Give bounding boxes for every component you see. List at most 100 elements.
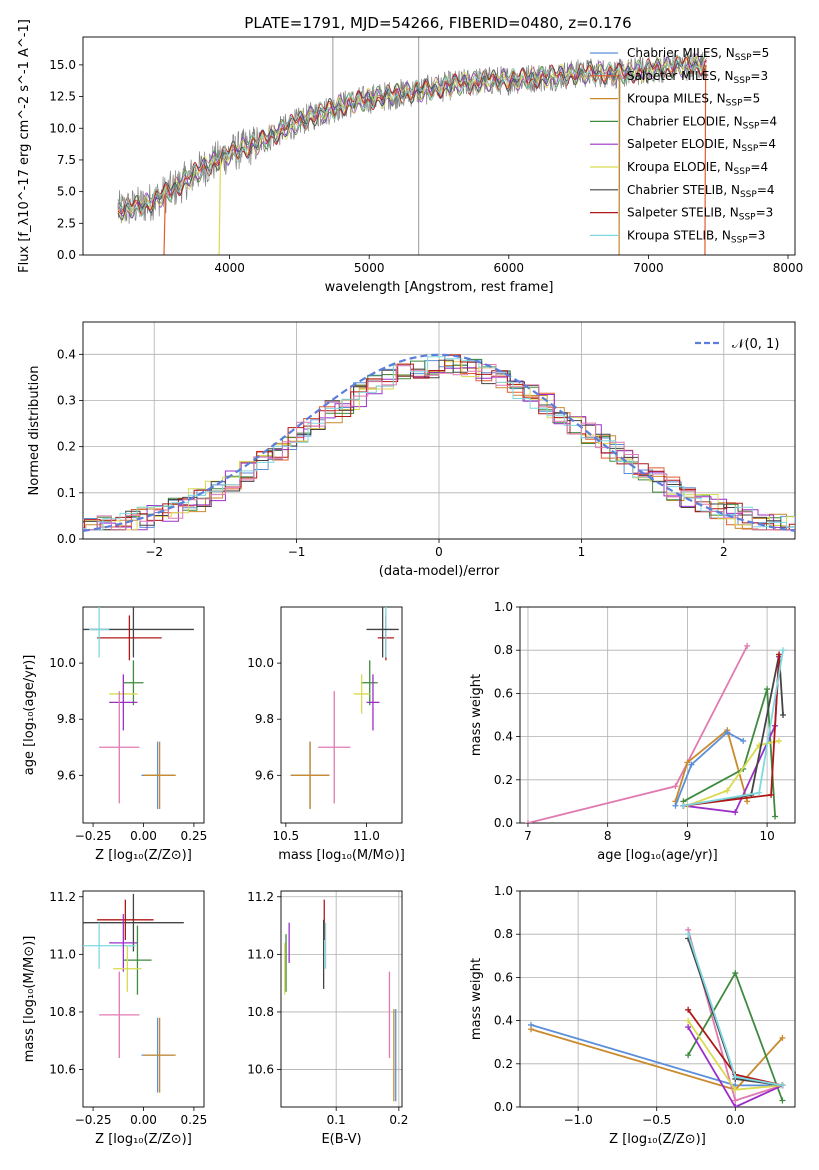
weight-marker [780,647,787,654]
tick-label-y: 10.8 [49,1005,76,1019]
mass_vs_ebv-axes: 0.1 0.2 10.6 10.8 11.0 11.2 E(B-V) [247,890,408,1147]
weight-marker [680,802,687,809]
legend-entry: Salpeter STELIB, NSSP=3 [627,206,773,223]
tick-label-x: 6000 [494,261,525,275]
x-axis-label: age [log₁₀(age/yr)] [597,848,718,863]
weight-marker [524,820,531,823]
tick-label-x: 10 [759,829,774,843]
tick-label-y: 9.6 [255,768,274,782]
tick-label-x: −0.5 [642,1113,671,1127]
tick-label-x: 7000 [633,261,664,275]
tick-label-y: 11.0 [247,947,274,961]
weight-series-salp_elodie [687,1026,783,1107]
tick-label-y: 0.4 [57,347,76,361]
tick-label-y: 0.6 [494,970,513,984]
tick-label-y: 10.8 [247,1005,274,1019]
tick-label-x: −0.25 [75,829,112,843]
y-axis-label: mass weight [469,958,484,1040]
histogram-salp_elodie [83,367,795,531]
weight-marker [732,970,739,977]
weight-marker [740,737,747,744]
weight-marker [724,729,731,736]
weight-marker [776,651,783,658]
tick-label-y: 0.2 [494,773,513,787]
tick-label-y: 9.6 [57,768,76,782]
residual-legend: 𝒩(0, 1) [695,337,779,352]
weight-marker [685,931,692,938]
histogram-pink [83,364,795,531]
y-axis-label: mass weight [469,674,484,756]
axes-frame [82,321,796,540]
weight-marker [772,813,779,820]
residual-histograms [83,353,795,532]
weight-marker [776,737,783,744]
tick-label-x: 0.25 [181,1113,208,1127]
legend-entry: Kroupa MILES, NSSP=5 [627,92,760,109]
x-axis-label: E(B-V) [321,1132,361,1147]
tick-label-x: 8 [604,829,612,843]
tick-label-y: 10.0 [49,656,76,670]
tick-label-y: 0.4 [494,1014,513,1028]
weight-marker [688,761,695,768]
tick-label-y: 11.2 [247,890,274,904]
mass_vs_Z-points [83,893,184,1093]
tick-label-y: 0.2 [57,440,76,454]
y-axis-label: mass [log₁₀(M/M⊙)] [22,936,37,1063]
model-cutoff [163,193,166,255]
tick-label-y: 0.8 [494,643,513,657]
model-salp_stelib [117,56,707,215]
tick-label-y: 0.8 [494,927,513,941]
weight-marker [685,1006,692,1013]
tick-label-y: 7.5 [57,153,76,167]
figure-title: PLATE=1791, MJD=54266, FIBERID=0480, z=0… [244,14,631,32]
tick-label-y: 0.0 [494,1100,513,1114]
weight-marker [779,1034,786,1041]
weight-marker [732,1073,739,1080]
observed-spectrum [117,51,708,224]
weight-series-krou_miles [674,728,749,802]
tick-label-x: 0 [435,545,443,559]
legend-entry: Kroupa STELIB, NSSP=3 [627,228,765,245]
weight-marker [732,1086,739,1093]
weight-marker [672,783,679,790]
tick-label-y: 1.0 [494,600,513,614]
model-krou_stelib [117,54,707,218]
tick-label-x: −1.0 [564,1113,593,1127]
tick-label-y: 10.6 [49,1063,76,1077]
spectrum-legend: Chabrier MILES, NSSP=5 Salpeter MILES, NS… [590,46,777,245]
legend-entry: Chabrier STELIB, NSSP=4 [627,183,775,200]
weight-marker [779,1097,786,1104]
x-axis-label: Z [log₁₀(Z/Z⊙)] [95,1132,192,1147]
tick-label-y: 10.0 [247,656,274,670]
massweight_vs_Z-axes: −1.0 −0.5 0.0 0.0 0.2 0.4 0.6 0.8 1.0 Z [log₁₀(Z/… [469,884,796,1147]
legend-entry: 𝒩(0, 1) [732,337,779,352]
tick-label-x: 8000 [773,261,804,275]
tick-label-x: 0.25 [181,829,208,843]
tick-label-x: −1 [288,545,306,559]
tick-label-x: 2 [720,545,728,559]
y-axis-label: Normed distribution [27,366,42,496]
axes-frame [82,36,796,256]
tick-label-x: 0.00 [130,1113,157,1127]
axes-frame [280,606,403,824]
tick-label-x: 1 [578,545,586,559]
axes-frame [82,890,205,1108]
weight-marker [672,802,679,809]
weight-marker [744,798,751,805]
weight-marker [685,1052,692,1059]
age_vs_mass-points [290,607,399,809]
tick-label-x: 0.00 [130,829,157,843]
legend-entry: Kroupa ELODIE, NSSP=4 [627,160,768,177]
model-cutoff [218,158,222,255]
massweight_vs_age-axes: 7 8 9 10 0.0 0.2 0.4 0.6 0.8 1.0 age [log₁₀(age/yr… [469,600,796,863]
spectrum-axes: 4000 5000 6000 7000 8000 0.0 2.5 5.0 7.5 10.0 12.5… [17,19,803,295]
x-axis-label: mass [log₁₀(M/M⊙)] [278,848,405,863]
tick-label-y: 0.4 [494,730,513,744]
mass_vs_Z-axes: −0.25 0.00 0.25 10.6 10.8 11.0 11.2 Z [log₁₀(Z/… [22,890,207,1147]
legend-entry: Salpeter ELODIE, NSSP=4 [627,137,776,154]
axes-frame [82,606,205,824]
tick-label-x: 0.1 [327,1113,346,1127]
weight-series-chab_miles [674,731,744,807]
weight-marker [768,791,775,798]
tick-label-y: 0.1 [57,486,76,500]
